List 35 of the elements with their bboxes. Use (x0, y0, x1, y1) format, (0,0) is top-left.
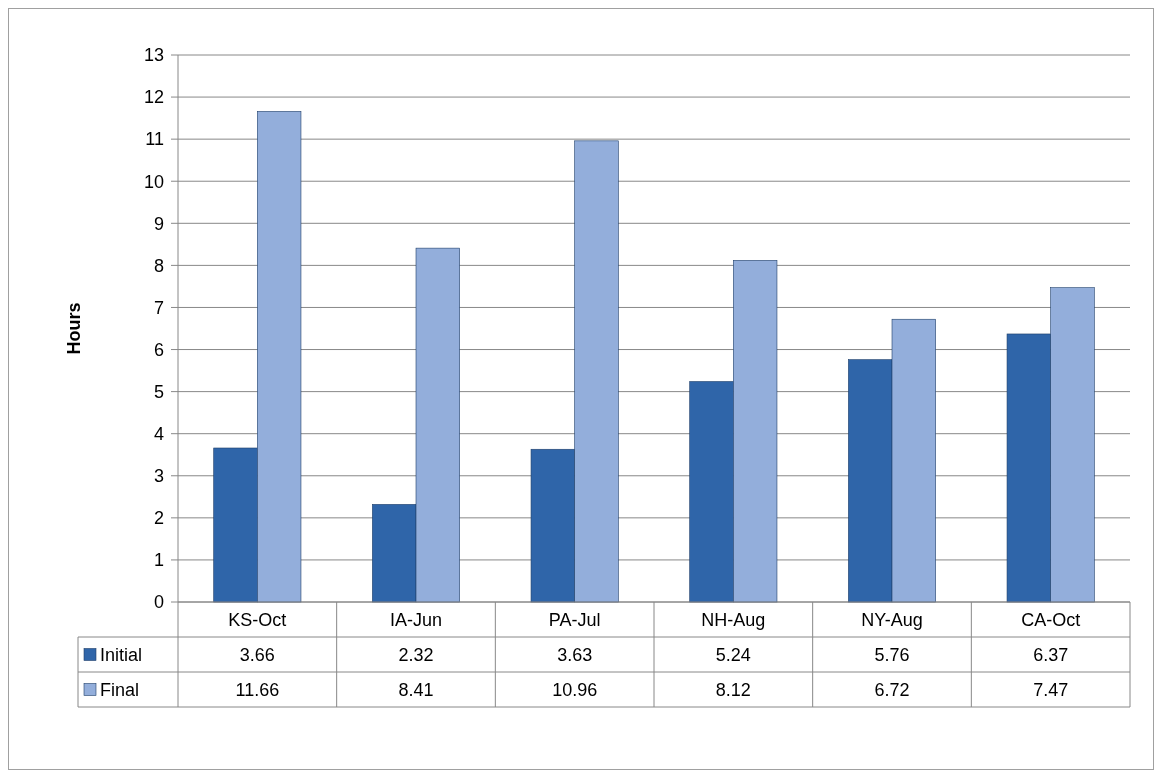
legend-label: Final (100, 679, 140, 700)
data-label: 3.63 (557, 644, 593, 665)
x-tick-label: KS-Oct (228, 609, 287, 630)
y-tick-label: 7 (153, 297, 164, 318)
data-label: 10.96 (552, 679, 598, 700)
y-tick-label: 2 (153, 508, 164, 529)
data-label: 8.12 (715, 679, 751, 700)
y-tick-label: 4 (153, 423, 164, 444)
data-label: 5.76 (874, 644, 910, 665)
y-tick-label: 8 (153, 255, 164, 276)
x-tick-label: NY-Aug (861, 609, 923, 630)
data-label: 3.66 (239, 644, 275, 665)
data-label: 5.24 (715, 644, 751, 665)
data-label: 8.41 (398, 679, 434, 700)
y-tick-label: 9 (153, 213, 164, 234)
y-tick-label: 1 (153, 550, 164, 571)
y-tick-label: 3 (153, 466, 164, 487)
y-tick-label: 6 (153, 339, 164, 360)
legend-label: Initial (100, 644, 143, 665)
y-tick-label: 13 (143, 45, 164, 66)
y-tick-label: 5 (153, 381, 164, 402)
y-tick-label: 12 (143, 87, 164, 108)
y-tick-label: 11 (145, 129, 164, 150)
y-tick-label: 10 (143, 171, 164, 192)
y-tick-label: 0 (153, 592, 164, 613)
data-label: 2.32 (398, 644, 434, 665)
y-axis-title: Hours (64, 302, 84, 355)
x-tick-label: PA-Jul (548, 609, 601, 630)
data-label: 6.72 (874, 679, 910, 700)
x-tick-label: IA-Jun (389, 609, 443, 630)
data-label: 11.66 (235, 679, 280, 700)
x-tick-label: NH-Aug (701, 609, 766, 630)
data-label: 7.47 (1033, 679, 1069, 700)
x-tick-label: CA-Oct (1021, 609, 1081, 630)
data-label: 6.37 (1033, 644, 1069, 665)
